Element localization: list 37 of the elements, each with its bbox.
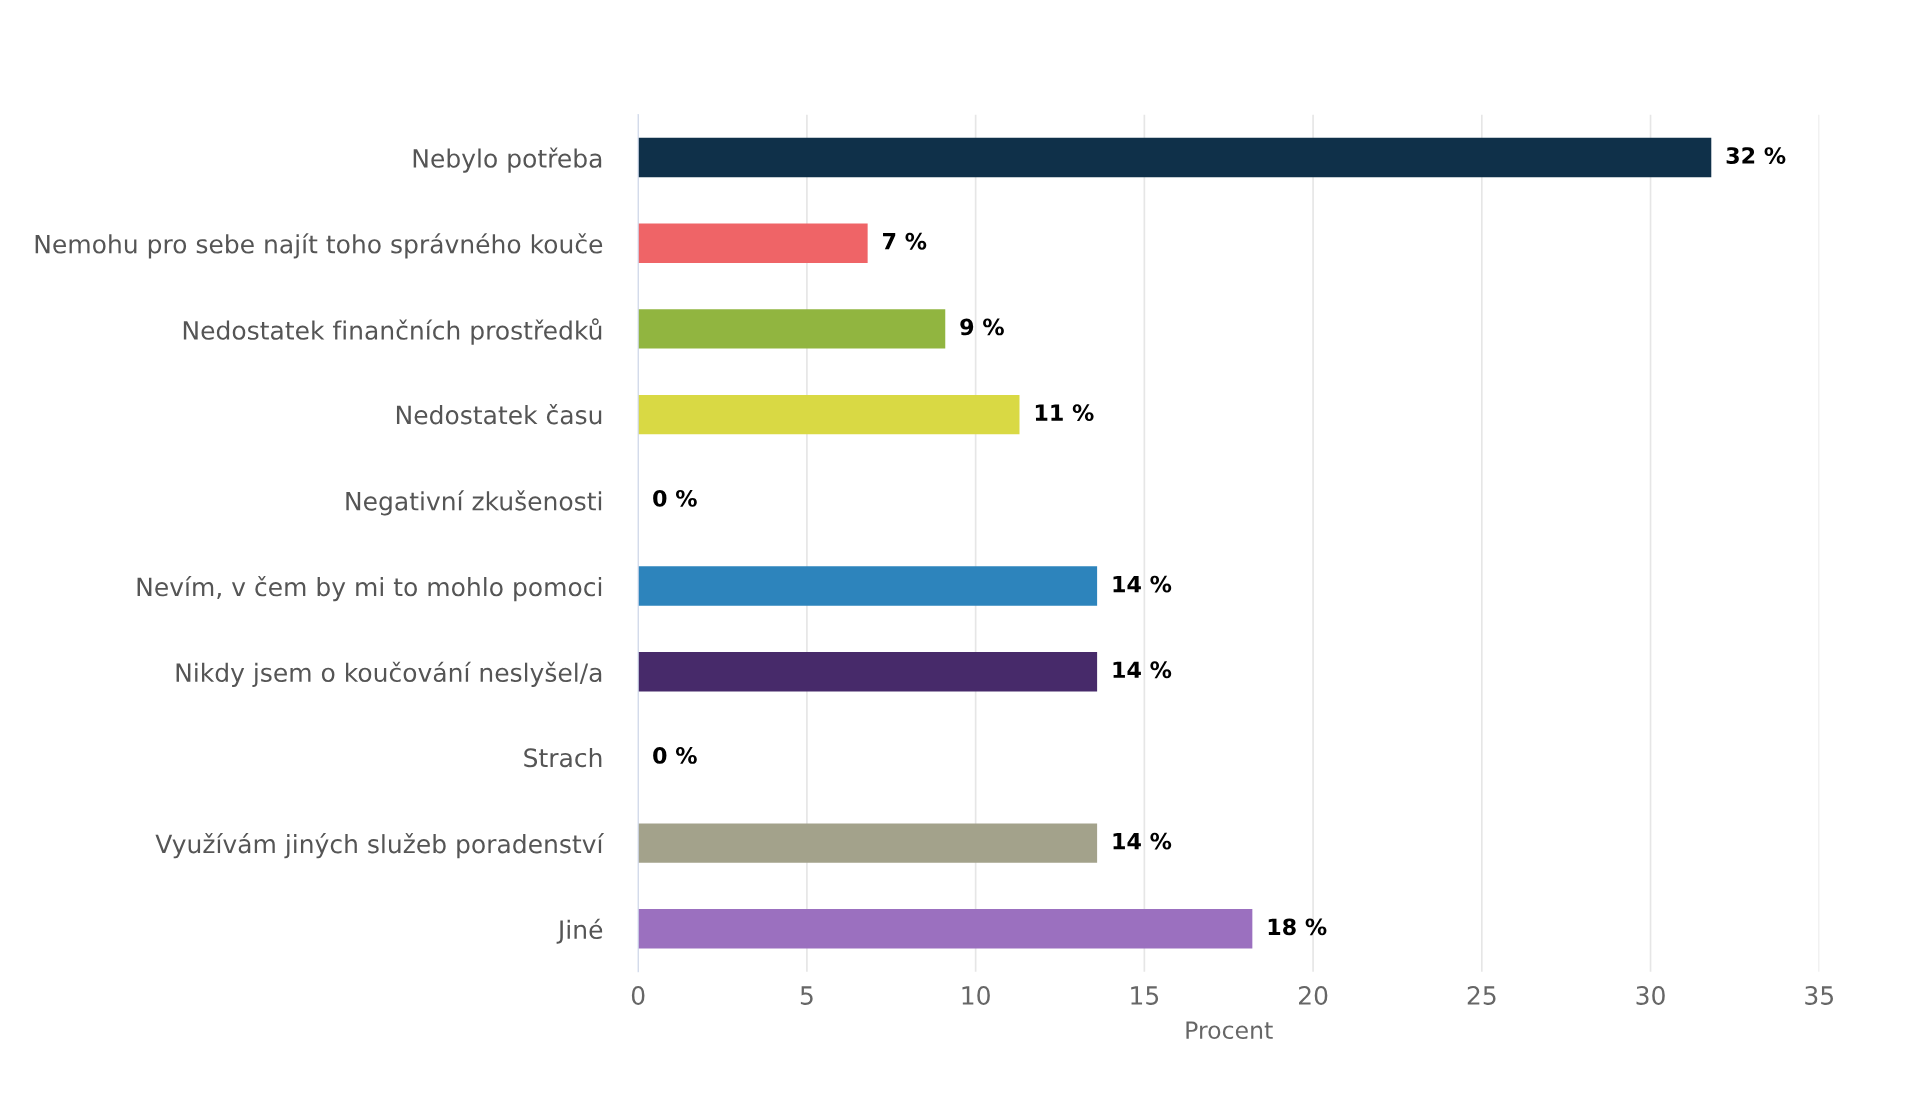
y-tick-label: Nikdy jsem o koučování neslyšel/a: [176, 661, 602, 687]
bar: [638, 223, 868, 263]
x-tick-label: 30: [1636, 985, 1665, 1005]
y-tick-label: Nebylo potřeba: [413, 147, 602, 173]
bar: [638, 566, 1098, 606]
data-label: 0 %: [653, 747, 697, 764]
x-tick-label: 0: [631, 985, 645, 1005]
data-label: 7 %: [883, 232, 927, 250]
bar: [638, 651, 1098, 692]
y-tick-label: Strach: [524, 747, 602, 768]
y-tick-label: Nedostatek finančních prostředků: [183, 318, 602, 345]
y-tick-label: Jiné: [556, 918, 603, 944]
bar: [638, 823, 1098, 863]
data-label: 14 %: [1113, 661, 1172, 679]
x-tick-label: 10: [962, 985, 990, 1005]
y-tick-label: Nevím, v čem by mi to mohlo pomoci: [137, 576, 602, 602]
data-label: 9 %: [960, 318, 1004, 336]
x-axis-title: Procent: [1186, 1021, 1273, 1040]
y-tick-label: Negativní zkušenosti: [346, 490, 602, 516]
y-tick-label: Nedostatek času: [396, 404, 602, 425]
x-tick-label: 25: [1467, 985, 1496, 1005]
y-tick-label: Nemohu pro sebe najít toho správného kouče: [35, 233, 603, 259]
data-label: 0 %: [653, 489, 697, 507]
data-label: 18 %: [1268, 918, 1327, 936]
data-label: 11 %: [1035, 404, 1094, 422]
bar: [638, 137, 1712, 178]
bar: [638, 309, 946, 349]
x-tick-label: 15: [1131, 986, 1159, 1005]
bar: [638, 909, 1253, 949]
data-label: 14 %: [1113, 575, 1172, 593]
bar: [638, 394, 1020, 435]
x-tick-label: 35: [1805, 985, 1833, 1005]
x-tick-label: 20: [1299, 985, 1328, 1005]
x-tick-label: 5: [800, 986, 813, 1005]
y-tick-label: Využívám jiných služeb poradenství: [155, 833, 605, 859]
data-label: 32 %: [1726, 147, 1786, 164]
data-label: 14 %: [1113, 832, 1172, 850]
